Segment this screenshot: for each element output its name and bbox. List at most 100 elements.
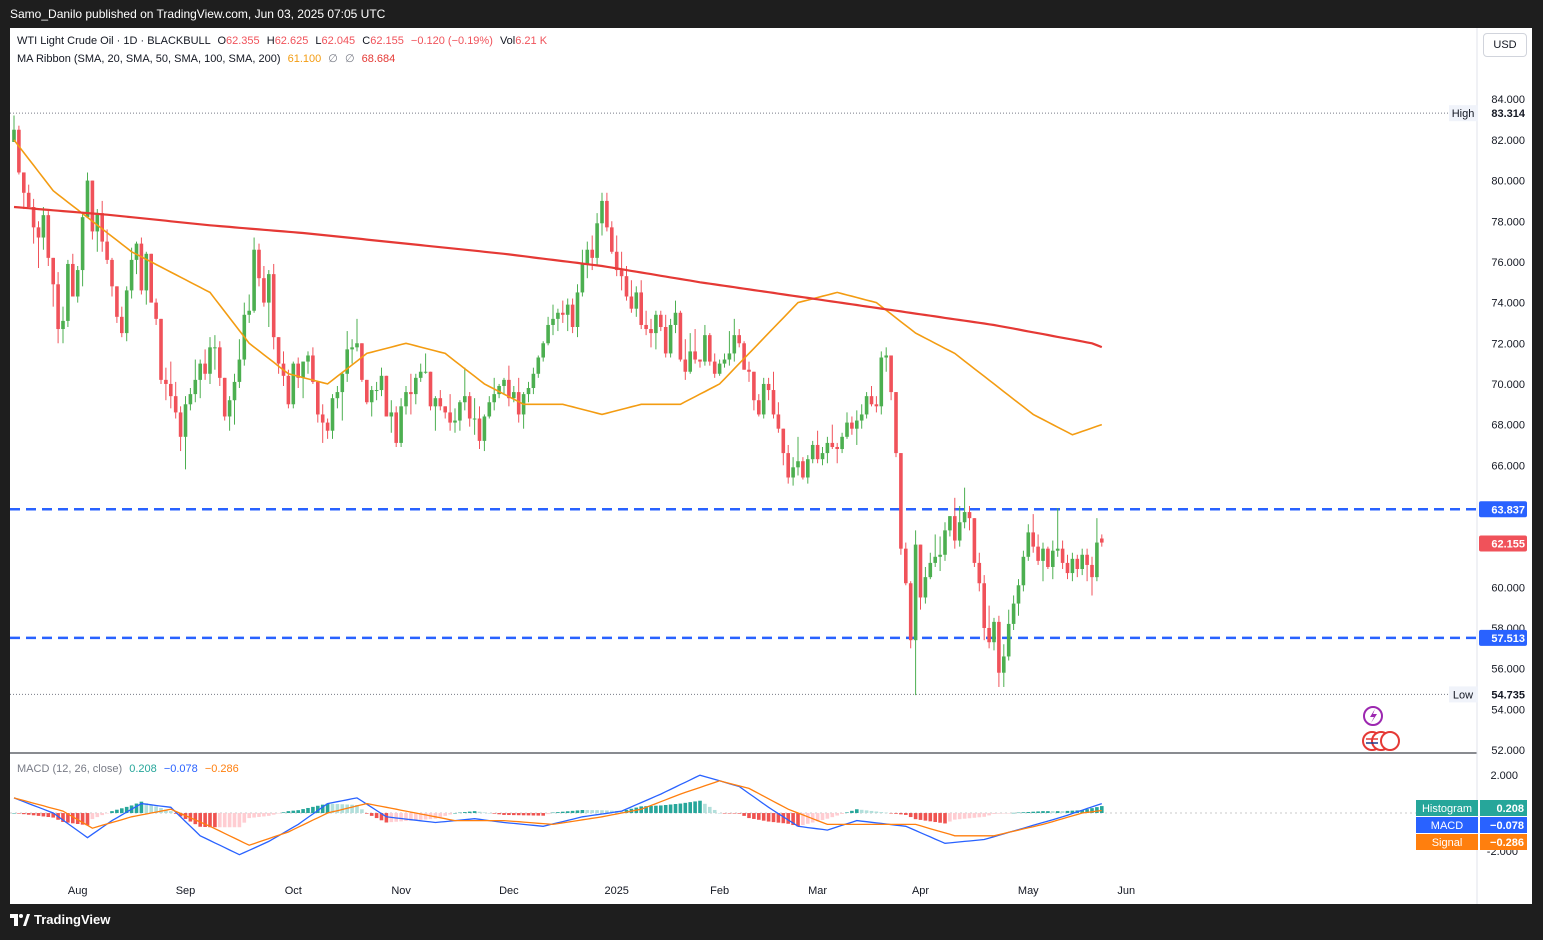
candle-body [565, 304, 570, 315]
candle-body [193, 379, 198, 395]
candle-body [36, 227, 41, 238]
macd-histogram-bar [252, 813, 256, 818]
macd-histogram-bar [668, 804, 673, 814]
macd-histogram-bar [948, 813, 952, 822]
macd-histogram-bar [708, 806, 712, 814]
macd-histogram-bar [71, 813, 75, 824]
event-icons[interactable] [1362, 706, 1400, 751]
macd-histogram-bar [320, 804, 325, 814]
macd-histogram-bar [835, 813, 839, 816]
candle-body [634, 292, 639, 309]
macd-histogram-bar [330, 803, 335, 814]
candle-body [668, 324, 673, 354]
candle-body [1080, 554, 1084, 570]
macd-histogram-bar [776, 813, 781, 823]
macd-line [13, 774, 1103, 856]
macd-histogram-bar [208, 813, 212, 828]
candle-body [810, 444, 815, 460]
macd-histogram-bar [1070, 810, 1075, 814]
macd-histogram-bar [286, 811, 291, 814]
candles-layer [12, 115, 1104, 696]
candle-body [614, 251, 619, 271]
macd-histogram-bar [507, 813, 511, 816]
candle-body [610, 227, 614, 252]
macd-histogram-bar [80, 813, 85, 825]
candle-body [570, 304, 575, 328]
macd-histogram-bar [22, 813, 26, 815]
candle-body [815, 444, 820, 460]
candle-body [776, 414, 781, 429]
macd-histogram-bar [757, 813, 761, 820]
candle-body [786, 453, 790, 478]
candle-body [722, 359, 727, 364]
levels-layer: High Low [10, 105, 1478, 703]
tradingview-brand: TradingView [34, 912, 111, 927]
macd-histogram-bar [1026, 811, 1031, 814]
candle-body [727, 353, 732, 360]
candle-body [203, 363, 207, 374]
macd-histogram-bar [409, 813, 413, 821]
macd-histogram-bar [531, 813, 536, 816]
ma-legend[interactable]: MA Ribbon (SMA, 20, SMA, 50, SMA, 100, S… [17, 52, 395, 65]
candle-body [1011, 603, 1016, 624]
candle-body [237, 359, 242, 382]
candle-body [938, 554, 942, 557]
candle-body [448, 412, 452, 423]
candle-body [933, 556, 937, 563]
candle-body [512, 392, 516, 399]
macd-histogram-bar [869, 810, 874, 814]
candle-body [399, 406, 403, 443]
macd-histogram-bar [810, 813, 815, 823]
macd-histogram-bar [659, 805, 663, 814]
candle-body [183, 404, 188, 437]
candle-body [173, 396, 178, 413]
moving-averages-layer [13, 139, 1103, 436]
candle-body [801, 461, 805, 478]
macd-histogram-bar [433, 813, 438, 819]
candle-body [531, 373, 536, 389]
time-axis[interactable]: Aug Sep Oct Nov Dec 2025 Feb Mar Apr May Jun [68, 885, 1135, 897]
candle-body [546, 324, 550, 344]
ohlc-legend[interactable]: WTI Light Crude Oil · 1D · BLACKBULL O62… [17, 35, 547, 47]
candle-body [654, 314, 658, 334]
macd-histogram-bar [1080, 810, 1084, 814]
time-tick-label: Aug [68, 885, 88, 897]
candle-body [908, 583, 913, 641]
candle-body [967, 512, 972, 519]
macd-histogram-bar [1051, 811, 1055, 814]
candle-body [443, 406, 447, 413]
macd-histogram-bar [1011, 812, 1016, 814]
macd-histogram-bar [962, 813, 967, 819]
macd-histogram-bar [855, 809, 859, 814]
ma-ribbon-label[interactable]: MA Ribbon (SMA, 20, SMA, 50, SMA, 100, S… [17, 53, 281, 65]
us-flag-event-icon[interactable] [1380, 731, 1400, 751]
candle-body [169, 383, 173, 397]
macd-histogram-bar [992, 813, 996, 814]
candle-body [428, 371, 433, 407]
macd-histogram-bar [281, 812, 286, 814]
macd-histogram-bar [521, 813, 526, 816]
macd-histogram-bar [1006, 813, 1011, 814]
macd-legend[interactable]: MACD (12, 26, close) 0.208 −0.078 −0.286 [17, 763, 239, 775]
macd-histogram-bar [360, 809, 364, 814]
candle-body [384, 375, 389, 417]
macd-histogram-bar [894, 813, 898, 814]
candle-body [1075, 558, 1080, 570]
candle-body [673, 312, 678, 325]
price-axis[interactable]: 84.000 82.000 80.000 78.000 76.000 74.000 72.0… [1491, 94, 1525, 757]
symbol-name[interactable]: WTI Light Crude Oil · 1D · BLACKBULL [17, 35, 211, 47]
macd-histogram-bar [134, 803, 139, 814]
currency-button[interactable]: USD [1483, 33, 1527, 57]
candle-body [105, 241, 109, 260]
macd-title[interactable]: MACD (12, 26, close) [17, 763, 123, 775]
tradingview-icon [10, 913, 30, 926]
macd-histogram-bar [541, 813, 545, 816]
candle-body [879, 357, 884, 407]
level-tag-bg [1449, 105, 1478, 122]
tradingview-logo[interactable]: TradingView [10, 912, 110, 927]
price-pane[interactable]: 84.000 82.000 80.000 78.000 76.000 74.000 72.0… [10, 28, 1527, 904]
macd-histogram-bar [845, 812, 849, 814]
candle-body [859, 414, 864, 421]
